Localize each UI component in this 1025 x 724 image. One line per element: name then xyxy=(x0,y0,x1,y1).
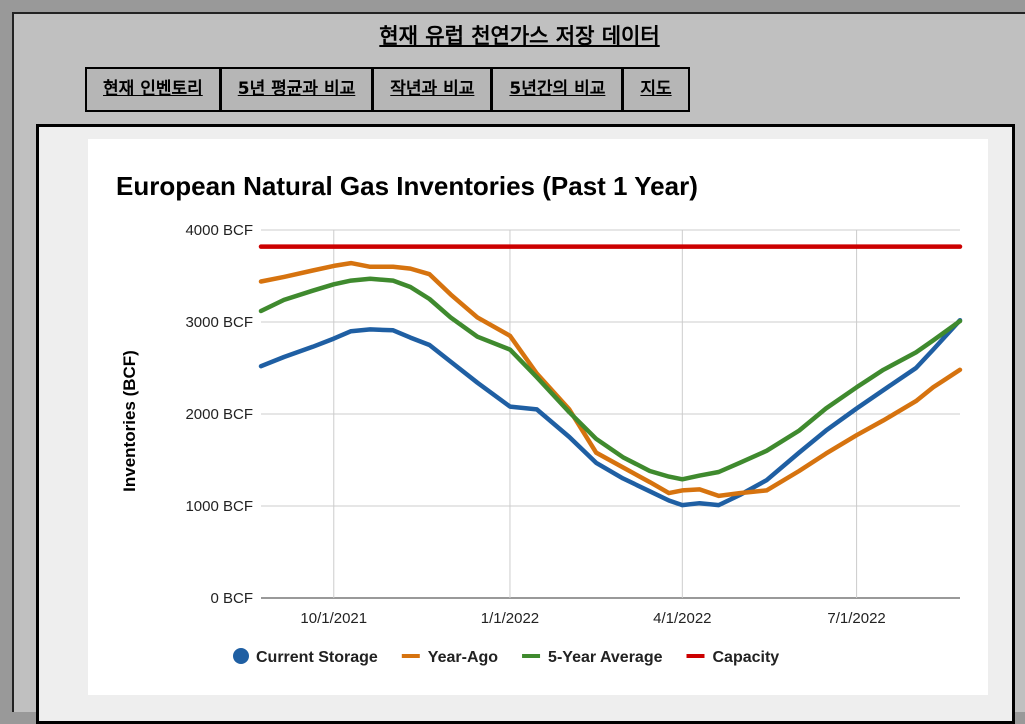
chart-title: European Natural Gas Inventories (Past 1… xyxy=(116,171,698,201)
y-tick-label: 2000 BCF xyxy=(185,406,253,423)
tab-bar: 현재 인벤토리 5년 평균과 비교 작년과 비교 5년간의 비교 지도 xyxy=(85,67,690,112)
tab-year-ago-comparison[interactable]: 작년과 비교 xyxy=(374,69,494,110)
legend-label-2: 5-Year Average xyxy=(548,649,663,666)
legend-label-3: Capacity xyxy=(713,649,780,666)
page-title: 현재 유럽 천연가스 저장 데이터 xyxy=(379,24,660,48)
y-tick-label: 0 BCF xyxy=(210,590,253,607)
legend-label-0: Current Storage xyxy=(256,649,378,666)
y-axis-label: Inventories (BCF) xyxy=(120,350,139,492)
y-tick-label: 4000 BCF xyxy=(185,222,253,239)
tab-map[interactable]: 지도 xyxy=(624,69,688,110)
tab-five-year-comparison[interactable]: 5년간의 비교 xyxy=(493,69,625,110)
x-tick-label: 7/1/2022 xyxy=(827,610,885,627)
series-line-2 xyxy=(258,276,963,482)
x-tick-label: 10/1/2021 xyxy=(300,610,367,627)
y-tick-label: 3000 BCF xyxy=(185,314,253,331)
legend-label-1: Year-Ago xyxy=(428,649,498,666)
x-tick-label: 1/1/2022 xyxy=(481,610,539,627)
chart-panel: European Natural Gas Inventories (Past 1… xyxy=(36,124,1015,724)
x-tick-label: 4/1/2022 xyxy=(653,610,711,627)
tab-current-inventory[interactable]: 현재 인벤토리 xyxy=(87,69,222,110)
tab-five-year-average-comparison[interactable]: 5년 평균과 비교 xyxy=(221,69,375,110)
inventory-line-chart: European Natural Gas Inventories (Past 1… xyxy=(116,171,963,666)
page-background: 현재 유럽 천연가스 저장 데이터 현재 인벤토리 5년 평균과 비교 작년과 … xyxy=(12,12,1025,724)
series-line-0 xyxy=(258,317,963,508)
chart-card: European Natural Gas Inventories (Past 1… xyxy=(88,139,988,695)
series-line-1 xyxy=(258,260,963,499)
y-tick-label: 1000 BCF xyxy=(185,498,253,515)
legend-marker-0 xyxy=(233,648,249,664)
